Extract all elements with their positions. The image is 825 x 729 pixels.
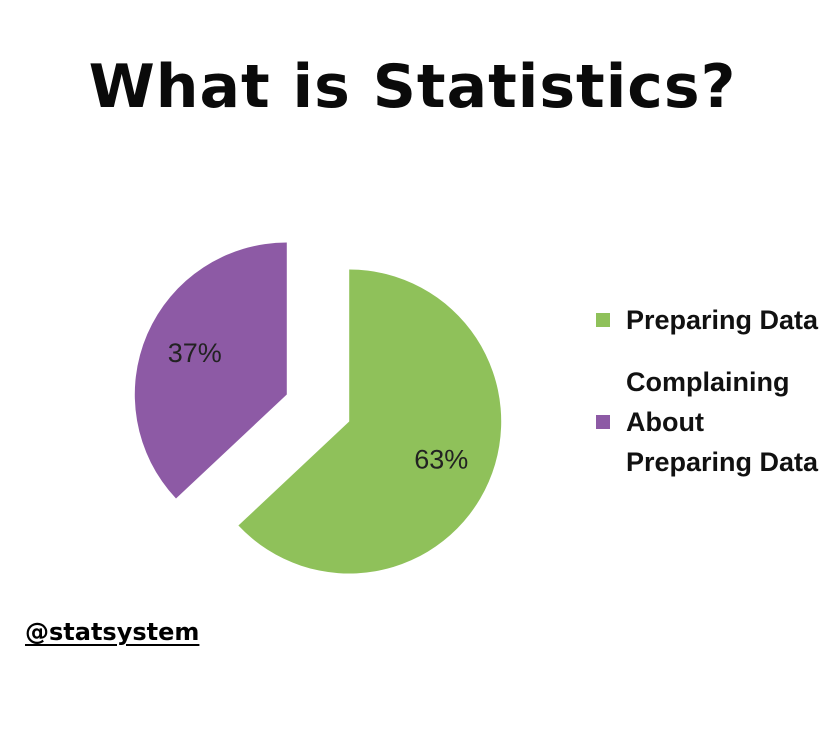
- chart-title: What is Statistics?: [88, 52, 737, 122]
- author-handle: @statsystem: [25, 618, 200, 646]
- legend-swatch-complaining: [596, 415, 610, 429]
- legend-item-complaining: Complaining About Preparing Data: [596, 362, 821, 482]
- legend-item-preparing-data: Preparing Data: [596, 300, 821, 340]
- pie-label-preparing-data: 63%: [414, 444, 468, 474]
- legend: Preparing Data Complaining About Prepari…: [596, 300, 821, 504]
- legend-label-preparing-data: Preparing Data: [626, 305, 819, 335]
- legend-swatch-preparing-data: [596, 313, 610, 327]
- pie-label-complaining: 37%: [168, 338, 222, 368]
- pie-slice-complaining: [134, 242, 287, 499]
- pie-slice-preparing-data: [238, 269, 502, 574]
- legend-label-complaining: Complaining About Preparing Data: [626, 367, 819, 477]
